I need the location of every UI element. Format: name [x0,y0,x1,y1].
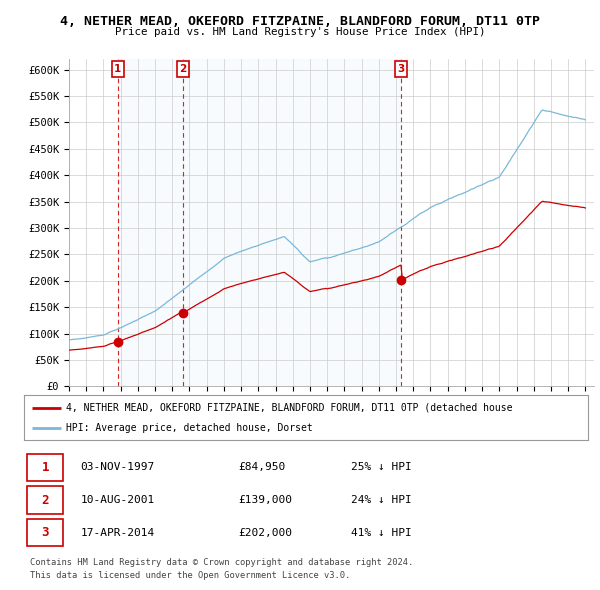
Text: 2: 2 [179,64,187,74]
Text: £139,000: £139,000 [238,495,292,505]
Text: 25% ↓ HPI: 25% ↓ HPI [351,463,412,472]
Text: 41% ↓ HPI: 41% ↓ HPI [351,528,412,537]
Text: Contains HM Land Registry data © Crown copyright and database right 2024.: Contains HM Land Registry data © Crown c… [30,558,413,566]
FancyBboxPatch shape [27,486,64,514]
Text: 4, NETHER MEAD, OKEFORD FITZPAINE, BLANDFORD FORUM, DT11 0TP (detached house: 4, NETHER MEAD, OKEFORD FITZPAINE, BLAND… [66,403,513,412]
Text: £84,950: £84,950 [238,463,286,472]
Text: Price paid vs. HM Land Registry's House Price Index (HPI): Price paid vs. HM Land Registry's House … [115,27,485,37]
FancyBboxPatch shape [27,519,64,546]
Text: 17-APR-2014: 17-APR-2014 [80,528,155,537]
Text: This data is licensed under the Open Government Licence v3.0.: This data is licensed under the Open Gov… [30,571,350,579]
Text: 1: 1 [41,461,49,474]
Bar [118,59,183,386]
Text: 1: 1 [114,64,122,74]
Text: 03-NOV-1997: 03-NOV-1997 [80,463,155,472]
Text: 24% ↓ HPI: 24% ↓ HPI [351,495,412,505]
Text: 2: 2 [41,493,49,507]
Text: 3: 3 [41,526,49,539]
Bar [183,59,401,386]
Text: HPI: Average price, detached house, Dorset: HPI: Average price, detached house, Dors… [66,424,313,434]
Text: 10-AUG-2001: 10-AUG-2001 [80,495,155,505]
FancyBboxPatch shape [27,454,64,481]
Text: 4, NETHER MEAD, OKEFORD FITZPAINE, BLANDFORD FORUM, DT11 0TP: 4, NETHER MEAD, OKEFORD FITZPAINE, BLAND… [60,15,540,28]
Text: £202,000: £202,000 [238,528,292,537]
Text: 3: 3 [397,64,404,74]
